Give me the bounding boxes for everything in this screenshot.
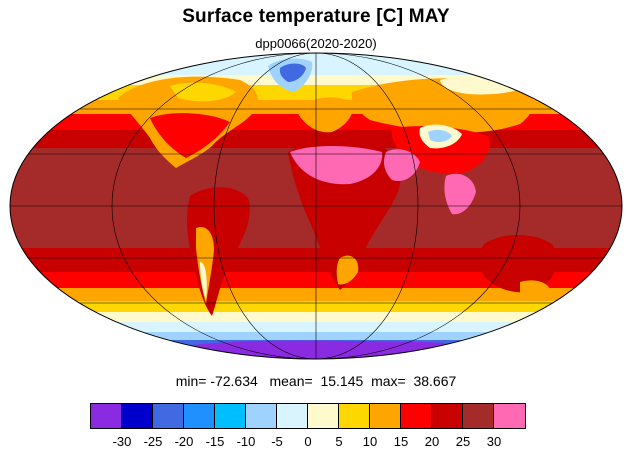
colorbar-swatch [122,404,153,428]
mean-value: 15.145 [320,373,364,389]
max-value: 38.667 [413,373,457,389]
colorbar-tick-label: 20 [424,434,440,449]
min-label: min= [175,373,207,389]
colorbar [90,403,526,429]
colorbar-swatch [370,404,401,428]
min-value: -72.634 [210,373,258,389]
australia [479,235,557,293]
max-label: max= [371,373,406,389]
colorbar-swatch [401,404,432,428]
canada [170,82,236,102]
temperature-map [9,52,623,360]
colorbar-tick-label: -25 [143,434,163,449]
meridian-60 [213,53,419,359]
map-subtitle: dpp0066(2020-2020) [255,36,377,51]
colorbar-ticks: -30 -25 -20 -15 -10 -5 0 5 10 15 20 25 30 [0,434,632,454]
india [444,173,476,215]
colorbar-swatch [215,404,246,428]
colorbar-tick-label: -15 [205,434,225,449]
colorbar-tick-label: 10 [362,434,378,449]
mean-label: mean= [269,373,313,389]
colorbar-tick-label: -30 [112,434,132,449]
colorbar-swatch [339,404,370,428]
stats-line: min= -72.634 mean= 15.145 max= 38.667 [0,373,632,389]
colorbar-swatch [463,404,494,428]
colorbar-swatch [153,404,184,428]
colorbar-tick-label: -20 [174,434,194,449]
meridian-120 [111,53,521,359]
colorbar-swatch [184,404,215,428]
colorbar-tick-label: 15 [393,434,409,449]
north-america-south [150,113,230,158]
graticule [10,53,622,359]
greenland-core [279,63,306,82]
colorbar-swatch [277,404,308,428]
map-title: Surface temperature [C] MAY [182,6,450,27]
colorbar-tick-label: 30 [486,434,502,449]
globe-outline [9,52,623,360]
andes [196,226,214,304]
europe [296,97,353,133]
colorbar-tick-label: 0 [304,434,312,449]
southern-africa [336,255,359,285]
colorbar-tick-label: 25 [455,434,471,449]
colorbar-swatch [494,404,525,428]
andes-high [200,262,207,300]
colorbar-swatch [91,404,122,428]
colorbar-swatch [246,404,277,428]
arabia [384,149,420,182]
sahara [290,146,383,185]
colorbar-swatch [432,404,463,428]
colorbar-swatch [308,404,339,428]
colorbar-tick-label: 5 [335,434,343,449]
tibet-core [428,129,452,143]
colorbar-tick-label: -10 [236,434,256,449]
australia-south [520,280,550,297]
colorbar-tick-label: -5 [271,434,283,449]
